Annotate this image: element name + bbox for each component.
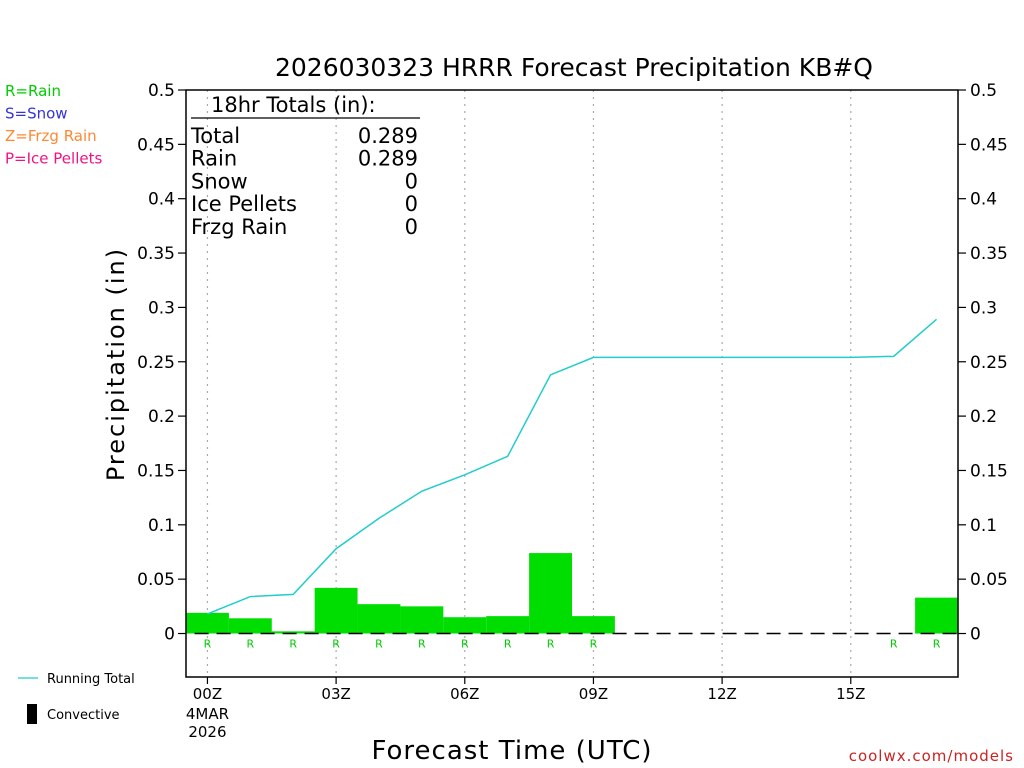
precip-bar: [529, 553, 572, 634]
precip-bar: [400, 606, 444, 634]
totals-label: Rain: [191, 147, 237, 171]
ptype-label: R: [590, 638, 598, 651]
series-legend: Running Total Convective: [18, 672, 135, 724]
y-tick-label-right: 0.05: [970, 570, 1008, 590]
convective-legend-label: Convective: [47, 708, 120, 723]
y-tick-label: 0.25: [137, 353, 175, 373]
running-total-legend-label: Running Total: [47, 672, 135, 687]
y-tick-label: 0.3: [148, 298, 175, 318]
y-tick-label-right: 0.3: [970, 298, 997, 318]
ptype-legend-item: Z=Frzg Rain: [5, 127, 97, 145]
ptype-legend-item: R=Rain: [5, 82, 61, 100]
ptype-legend: R=Rain S=Snow Z=Frzg Rain P=Ice Pellets: [5, 82, 102, 168]
y-tick-label: 0.05: [137, 570, 175, 590]
x-tick-sublabel: 2026: [188, 723, 226, 741]
y-tick-label: 0.4: [148, 190, 175, 210]
totals-label: Snow: [191, 169, 248, 193]
precip-bar: [443, 617, 487, 634]
ptype-label: R: [890, 638, 898, 651]
y-tick-label-right: 0.2: [970, 407, 997, 427]
x-tick-label: 09Z: [579, 685, 608, 703]
totals-value: 0.289: [358, 124, 418, 148]
y-tick-label-right: 0: [970, 625, 981, 645]
precip-bar: [486, 616, 530, 634]
y-axis-right: 0 0.05 0.1 0.15 0.2 0.25 0.3 0.35 0.4 0.45 0.5: [958, 81, 1008, 645]
ptype-legend-item: P=Ice Pellets: [5, 150, 102, 168]
credit-text: coolwx.com/models: [849, 747, 1014, 765]
totals-value: 0: [405, 192, 418, 216]
x-tick-label: 12Z: [707, 685, 736, 703]
y-axis-left: 0 0.05 0.1 0.15 0.2 0.25 0.3 0.35 0.4 0.45 0.5: [137, 81, 186, 645]
totals-label: Frzg Rain: [191, 215, 287, 239]
precip-bar: [228, 618, 272, 634]
ptype-label: R: [504, 638, 512, 651]
x-tick-label: 03Z: [321, 685, 350, 703]
y-tick-label: 0.15: [137, 461, 175, 481]
totals-value: 0: [405, 215, 418, 239]
precip-bar: [915, 597, 958, 634]
y-tick-label-right: 0.4: [970, 190, 997, 210]
precip-bar: [314, 587, 358, 634]
ptype-label: R: [547, 638, 555, 651]
y-tick-label: 0.1: [148, 516, 175, 536]
chart-title: 2026030323 HRRR Forecast Precipitation K…: [275, 53, 873, 82]
ptype-label: R: [461, 638, 469, 651]
ptype-label: R: [332, 638, 340, 651]
ptype-label: R: [289, 638, 297, 651]
totals-box: 18hr Totals (in): Total 0.289 Rain 0.289 Sno…: [190, 93, 420, 239]
precip-bar: [271, 631, 315, 634]
plot-frame: [185, 89, 959, 678]
precip-bar: [186, 612, 229, 634]
y-tick-label-right: 0.1: [970, 516, 997, 536]
ptype-label: R: [375, 638, 383, 651]
y-tick-label-right: 0.5: [970, 81, 997, 101]
y-tick-label: 0.2: [148, 407, 175, 427]
ptype-label: R: [933, 638, 941, 651]
totals-value: 0: [405, 169, 418, 193]
totals-label: Ice Pellets: [191, 192, 297, 216]
x-axis-label: Forecast Time (UTC): [371, 736, 652, 766]
totals-value: 0.289: [358, 147, 418, 171]
y-tick-label-right: 0.15: [970, 461, 1008, 481]
y-tick-label: 0.5: [148, 81, 175, 101]
x-tick-label: 00Z: [193, 685, 222, 703]
precip-bar: [357, 604, 401, 634]
ptype-label: R: [204, 638, 212, 651]
totals-header: 18hr Totals (in):: [211, 93, 376, 117]
x-tick-label: 06Z: [450, 685, 479, 703]
y-tick-label: 0.45: [137, 135, 175, 155]
precip-bar: [572, 616, 615, 634]
y-tick-label-right: 0.45: [970, 135, 1008, 155]
ptype-legend-item: S=Snow: [5, 105, 68, 123]
ptype-label: R: [247, 638, 255, 651]
y-tick-label: 0: [164, 625, 175, 645]
y-tick-label: 0.35: [137, 244, 175, 264]
y-axis-label: Precipitation (in): [102, 247, 130, 481]
y-tick-label-right: 0.25: [970, 353, 1008, 373]
running-total-line: [207, 318, 938, 615]
totals-label: Total: [190, 124, 240, 148]
x-tick-sublabel: 4MAR: [186, 705, 229, 723]
ptype-label: R: [418, 638, 426, 651]
running-total-polyline: [207, 318, 938, 615]
x-tick-label: 15Z: [836, 685, 865, 703]
convective-swatch: [27, 704, 37, 724]
y-tick-label-right: 0.35: [970, 244, 1008, 264]
hourly-bars: [186, 553, 958, 634]
